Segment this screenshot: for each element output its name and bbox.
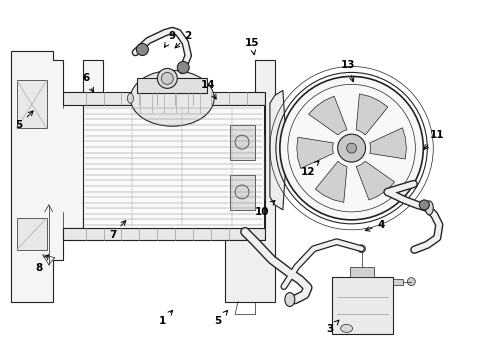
Text: 15: 15	[245, 37, 259, 55]
Text: 8: 8	[35, 255, 49, 273]
Bar	[230, 125, 255, 160]
Text: 5: 5	[215, 310, 227, 327]
Circle shape	[136, 44, 148, 55]
Polygon shape	[315, 161, 347, 202]
Circle shape	[157, 68, 177, 88]
Text: 2: 2	[175, 31, 192, 48]
Polygon shape	[270, 90, 287, 210]
Bar	[393, 279, 403, 285]
Circle shape	[419, 200, 429, 210]
Polygon shape	[370, 128, 406, 159]
Circle shape	[346, 143, 357, 153]
Polygon shape	[309, 96, 347, 135]
Ellipse shape	[285, 293, 295, 306]
Polygon shape	[11, 50, 102, 302]
Ellipse shape	[341, 324, 353, 332]
Circle shape	[235, 185, 249, 199]
Text: 3: 3	[326, 320, 339, 334]
Text: 14: 14	[201, 80, 216, 99]
Text: 11: 11	[424, 130, 444, 149]
Text: 1: 1	[159, 310, 172, 327]
Text: 7: 7	[109, 221, 126, 240]
Bar	[349, 267, 374, 276]
Text: 4: 4	[365, 220, 385, 231]
Circle shape	[161, 72, 173, 84]
Circle shape	[235, 135, 249, 149]
Text: 5: 5	[15, 111, 33, 130]
Circle shape	[338, 134, 366, 162]
Polygon shape	[225, 60, 275, 302]
Circle shape	[358, 245, 366, 253]
Bar	[17, 218, 47, 250]
Polygon shape	[137, 78, 207, 93]
Text: 6: 6	[82, 73, 94, 92]
Ellipse shape	[127, 93, 133, 103]
Circle shape	[280, 76, 423, 220]
Circle shape	[407, 278, 416, 285]
Polygon shape	[63, 228, 265, 240]
Bar	[17, 80, 47, 128]
Ellipse shape	[425, 201, 433, 215]
Text: 10: 10	[255, 201, 275, 217]
Text: 12: 12	[300, 161, 319, 177]
Ellipse shape	[130, 71, 214, 126]
Polygon shape	[356, 94, 388, 135]
Polygon shape	[63, 92, 265, 105]
Bar	[264, 135, 274, 200]
Bar	[332, 276, 393, 334]
Bar	[230, 175, 255, 210]
Circle shape	[177, 62, 189, 73]
Text: 9: 9	[165, 31, 176, 47]
Polygon shape	[297, 137, 333, 168]
Bar	[83, 105, 264, 228]
Polygon shape	[356, 161, 394, 200]
Text: 13: 13	[341, 60, 355, 82]
